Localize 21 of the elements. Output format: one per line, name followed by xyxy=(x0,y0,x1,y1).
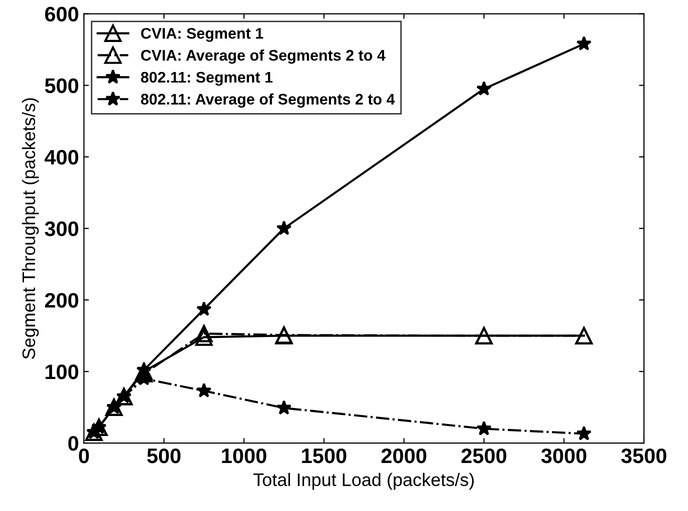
y-tick-label: 300 xyxy=(44,221,78,236)
legend-label: CVIA: Segment 1 xyxy=(141,28,264,42)
y-tick-label: 600 xyxy=(45,6,78,22)
x-tick-label: 0 xyxy=(78,448,89,464)
x-tick-label: 3000 xyxy=(541,448,586,464)
x-tick-label: 1000 xyxy=(222,448,266,464)
legend-label: 802.11: Segment 1 xyxy=(140,72,273,86)
x-tick-label: 2000 xyxy=(382,448,426,464)
x-axis-title: Total Input Load (packets/s) xyxy=(253,472,474,490)
legend-label: 802.11: Average of Segments 2 to 4 xyxy=(140,93,395,108)
x-tick-label: 500 xyxy=(147,448,180,464)
y-tick-label: 0 xyxy=(68,436,78,451)
y-tick-label: 500 xyxy=(44,78,78,94)
y-tick-label: 400 xyxy=(44,150,78,165)
x-tick-label: 3500 xyxy=(621,448,666,464)
y-tick-label: 100 xyxy=(46,364,78,380)
legend-label: CVIA: Average of Segments 2 to 4 xyxy=(141,49,386,64)
y-tick-label: 200 xyxy=(45,292,78,308)
x-tick-label: 2500 xyxy=(462,448,506,464)
x-tick-label: 1500 xyxy=(302,448,346,464)
y-axis-title: Segment Throughput (packets/s) xyxy=(22,98,39,359)
